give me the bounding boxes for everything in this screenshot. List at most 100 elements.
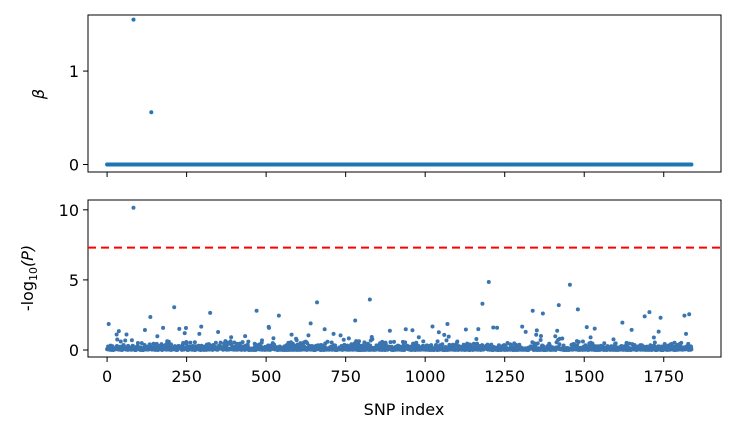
bottom-x-tick-label: 250 <box>171 367 202 386</box>
pvalue-point <box>557 342 562 347</box>
ylabel-prefix: -log <box>18 281 37 311</box>
pvalue-point <box>148 315 153 320</box>
pvalue-point <box>613 341 618 346</box>
pvalue-point <box>463 327 468 332</box>
pvalue-point <box>142 328 147 333</box>
pvalue-point <box>575 307 580 312</box>
pvalue-point <box>362 340 367 345</box>
pvalue-point <box>129 338 134 343</box>
top-plot-frame <box>87 14 722 173</box>
pvalue-point <box>620 320 625 325</box>
ylabel-suffix: (P) <box>18 245 37 267</box>
pvalue-point <box>106 322 111 327</box>
pvalue-point <box>329 340 334 345</box>
pvalue-point <box>388 340 393 345</box>
pvalue-point <box>523 329 528 334</box>
bottom-x-tick-label: 0 <box>102 367 112 386</box>
pvalue-point <box>139 341 144 346</box>
pvalue-point <box>243 334 248 339</box>
pvalue-point <box>234 341 239 346</box>
top-panel: 01 β <box>29 14 722 177</box>
pvalue-point <box>169 342 174 347</box>
pvalue-point <box>192 340 197 345</box>
pvalue-point <box>115 337 120 342</box>
beta-point <box>149 110 154 115</box>
pvalue-point <box>306 333 311 338</box>
pvalue-point <box>151 341 156 346</box>
pvalue-point <box>495 325 500 330</box>
pvalue-point <box>177 326 182 331</box>
pvalue-point <box>556 303 561 308</box>
x-axis-label: SNP index <box>364 400 445 419</box>
pvalue-point <box>392 339 396 344</box>
pvalue-point <box>155 334 160 339</box>
top-scatter-points <box>105 17 694 167</box>
pvalue-point <box>271 336 276 341</box>
pvalue-point <box>276 313 281 318</box>
pvalue-point <box>216 330 221 335</box>
pvalue-point <box>353 318 358 323</box>
bottom-y-ticks: 0 5 10 <box>59 201 88 360</box>
pvalue-point <box>172 305 177 310</box>
pvalue-point <box>555 328 560 333</box>
top-x-ticks <box>106 172 665 177</box>
bottom-x-tick-label: 1250 <box>484 367 525 386</box>
bottom-plot-frame <box>87 199 722 358</box>
pvalue-point <box>436 330 441 335</box>
pvalue-point <box>331 331 336 336</box>
pvalue-point <box>116 329 121 334</box>
pvalue-point <box>588 335 593 340</box>
pvalue-point <box>489 342 494 347</box>
pvalue-point <box>560 336 565 341</box>
pvalue-point <box>260 338 264 343</box>
bottom-x-tick-label: 1000 <box>405 367 446 386</box>
pvalue-point <box>476 327 481 332</box>
pvalue-point <box>357 339 362 344</box>
pvalue-point <box>182 331 187 336</box>
pvalue-point <box>266 325 271 330</box>
pvalue-point <box>440 342 445 347</box>
pvalue-point <box>218 340 223 345</box>
pvalue-point <box>576 339 581 344</box>
top-y-tick-label: 0 <box>69 156 79 175</box>
pvalue-point <box>642 314 647 319</box>
pvalue-point <box>197 331 202 336</box>
pvalue-point <box>535 341 540 346</box>
pvalue-point <box>229 335 234 340</box>
pvalue-point <box>246 339 251 344</box>
pvalue-point <box>416 335 421 340</box>
pvalue-point <box>540 311 545 316</box>
pvalue-point <box>602 341 607 346</box>
pvalue-point <box>682 313 687 318</box>
bottom-x-ticks: 0 250 500 750 1000 1250 1500 1750 <box>102 357 684 386</box>
pvalue-point <box>442 332 447 337</box>
pvalue-point <box>530 308 535 313</box>
bottom-x-tick-label: 1500 <box>564 367 605 386</box>
pvalue-point <box>584 325 589 330</box>
pvalue-point <box>410 328 415 333</box>
pvalue-point <box>114 332 119 337</box>
pvalue-point <box>370 337 375 342</box>
pvalue-point <box>387 328 392 333</box>
bottom-x-tick-label: 1750 <box>643 367 684 386</box>
beta-point <box>131 17 136 22</box>
pvalue-point <box>480 301 485 306</box>
pvalue-point <box>135 340 140 345</box>
top-y-axis-label: β <box>29 89 48 100</box>
pvalue-point <box>656 329 661 334</box>
pvalue-point <box>684 331 689 336</box>
pvalue-point <box>403 340 408 345</box>
top-y-ticks: 01 <box>69 62 88 175</box>
pvalue-point <box>430 324 435 329</box>
pvalue-point <box>403 327 408 332</box>
pvalue-point <box>338 333 343 338</box>
pvalue-point <box>445 322 450 327</box>
pvalue-point <box>446 334 451 339</box>
bottom-y-tick-label: 0 <box>69 341 79 360</box>
pvalue-point <box>651 335 656 340</box>
pvalue-point <box>325 339 330 344</box>
pvalue-point <box>629 327 634 332</box>
pvalue-point <box>421 339 426 344</box>
